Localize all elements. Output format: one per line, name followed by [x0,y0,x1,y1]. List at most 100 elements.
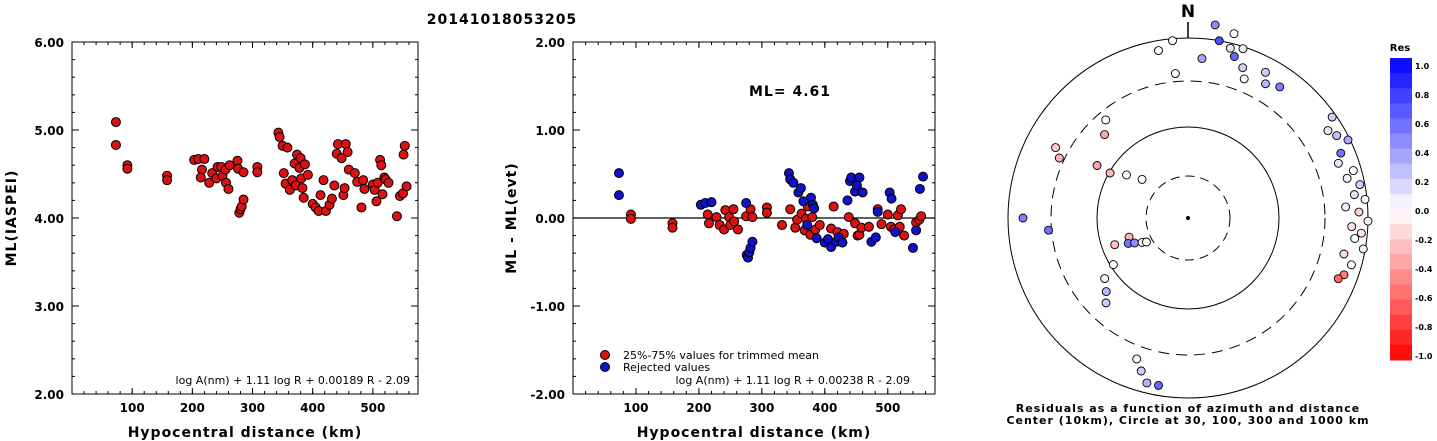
ring-100km [1096,126,1280,310]
data-point [625,213,636,224]
station-point [1363,216,1373,226]
data-point [342,147,353,157]
colorbar-swatch [1390,329,1412,346]
data-point [777,220,788,231]
data-point [326,193,337,204]
station-point [1355,180,1365,190]
colorbar-tick-label: 0.8 [1415,91,1430,100]
data-point [882,209,893,220]
station-point [1170,69,1180,79]
colorbar-swatch [1390,73,1412,89]
data-point [702,209,713,220]
x-tick-label: 100 [623,401,648,415]
data-point [809,203,820,214]
data-point [297,183,308,194]
data-point [383,177,394,188]
station-point [1132,354,1142,364]
x-tick-label: 500 [360,401,385,415]
data-point [890,227,901,238]
data-point [872,206,883,217]
data-point [399,140,410,151]
data-point [398,149,409,160]
data-point [391,211,402,222]
data-point [377,189,388,200]
data-point [224,160,235,171]
data-point [896,204,907,215]
legend-label-rejected: Rejected values [623,361,710,374]
colorbar-swatch [1390,133,1412,150]
station-point [1261,79,1270,89]
x-tick-label: 400 [812,401,837,415]
ring-300km [1050,80,1326,356]
data-point [842,195,853,206]
station-point [1101,115,1111,125]
data-point [703,218,714,229]
legend-label-trimmed: 25%-75% values for trimmed mean [623,349,819,362]
station-point [1130,238,1139,248]
station-point [1101,287,1111,297]
station-point [1356,228,1366,238]
colorbar-swatch [1390,254,1412,270]
colorbar-swatch [1390,88,1412,104]
colorbar-swatch [1390,299,1412,316]
colorbar-swatch [1390,118,1412,134]
legend-marker-rejected [600,362,610,372]
y-axis-label: ML - ML(evt) [504,162,520,273]
colorbar-tick-label: 0.6 [1415,120,1430,129]
colorbar-swatch [1390,148,1412,165]
colorbar-swatches [1390,58,1412,361]
station-point [1122,170,1132,180]
data-point [828,201,839,212]
station-point [1327,112,1337,122]
data-point [613,190,624,201]
data-point [358,175,369,186]
x-tick-label: 400 [300,401,325,415]
colorbar-swatch [1390,58,1412,74]
station-point [1110,240,1120,250]
data-points [613,168,929,263]
data-point [199,154,210,165]
colorbar-tick-label: 0.0 [1415,207,1430,216]
data-point [299,159,310,170]
data-point [870,232,881,243]
y-tick-label: 0.00 [535,212,565,226]
colorbar-swatch [1390,103,1412,119]
data-point [195,172,206,183]
station-point [1348,166,1358,176]
station-point [1154,46,1163,56]
colorbar-swatch [1390,193,1412,210]
data-points [110,117,412,222]
data-point [747,236,758,247]
x-tick-label: 500 [875,401,900,415]
station-point [1137,174,1147,184]
station-point [1323,126,1333,136]
tick-group: 100 200 300 400 500 -2.00 -1.00 0.00 1.00 2.00 [530,36,935,415]
colorbar-ticks: 1.0 0.8 0.6 0.4 0.2 0.0 -0.2 -0.4 -0.6 -0.8 -1.0 [1415,62,1433,361]
x-tick-label: 200 [180,401,205,415]
data-point [729,216,740,227]
data-point [918,171,929,182]
panel-ml-iaspei: 100 200 300 400 500 2.00 3.00 4.00 5.00 6.00 log … [4,36,419,441]
colorbar-swatch [1390,284,1412,301]
data-point [318,175,329,186]
data-point [298,192,309,203]
data-point [613,168,624,179]
station-point [1346,260,1356,270]
data-point [204,177,215,188]
data-point [747,212,758,223]
colorbar-swatch [1390,163,1412,180]
data-point [811,233,822,244]
data-point [356,202,367,213]
data-point [846,172,857,183]
station-point [1350,234,1360,243]
data-point [843,212,854,223]
station-point [1238,63,1248,73]
station-point [1332,131,1342,141]
formula-text: log A(nm) + 1.11 log R + 0.00189 R - 2.0… [176,374,410,387]
data-point [854,172,865,183]
data-point [785,204,796,215]
ml-annotation: ML= 4.61 [749,84,831,100]
data-point [223,183,234,194]
data-point [802,220,813,231]
colorbar-swatch [1390,314,1412,331]
